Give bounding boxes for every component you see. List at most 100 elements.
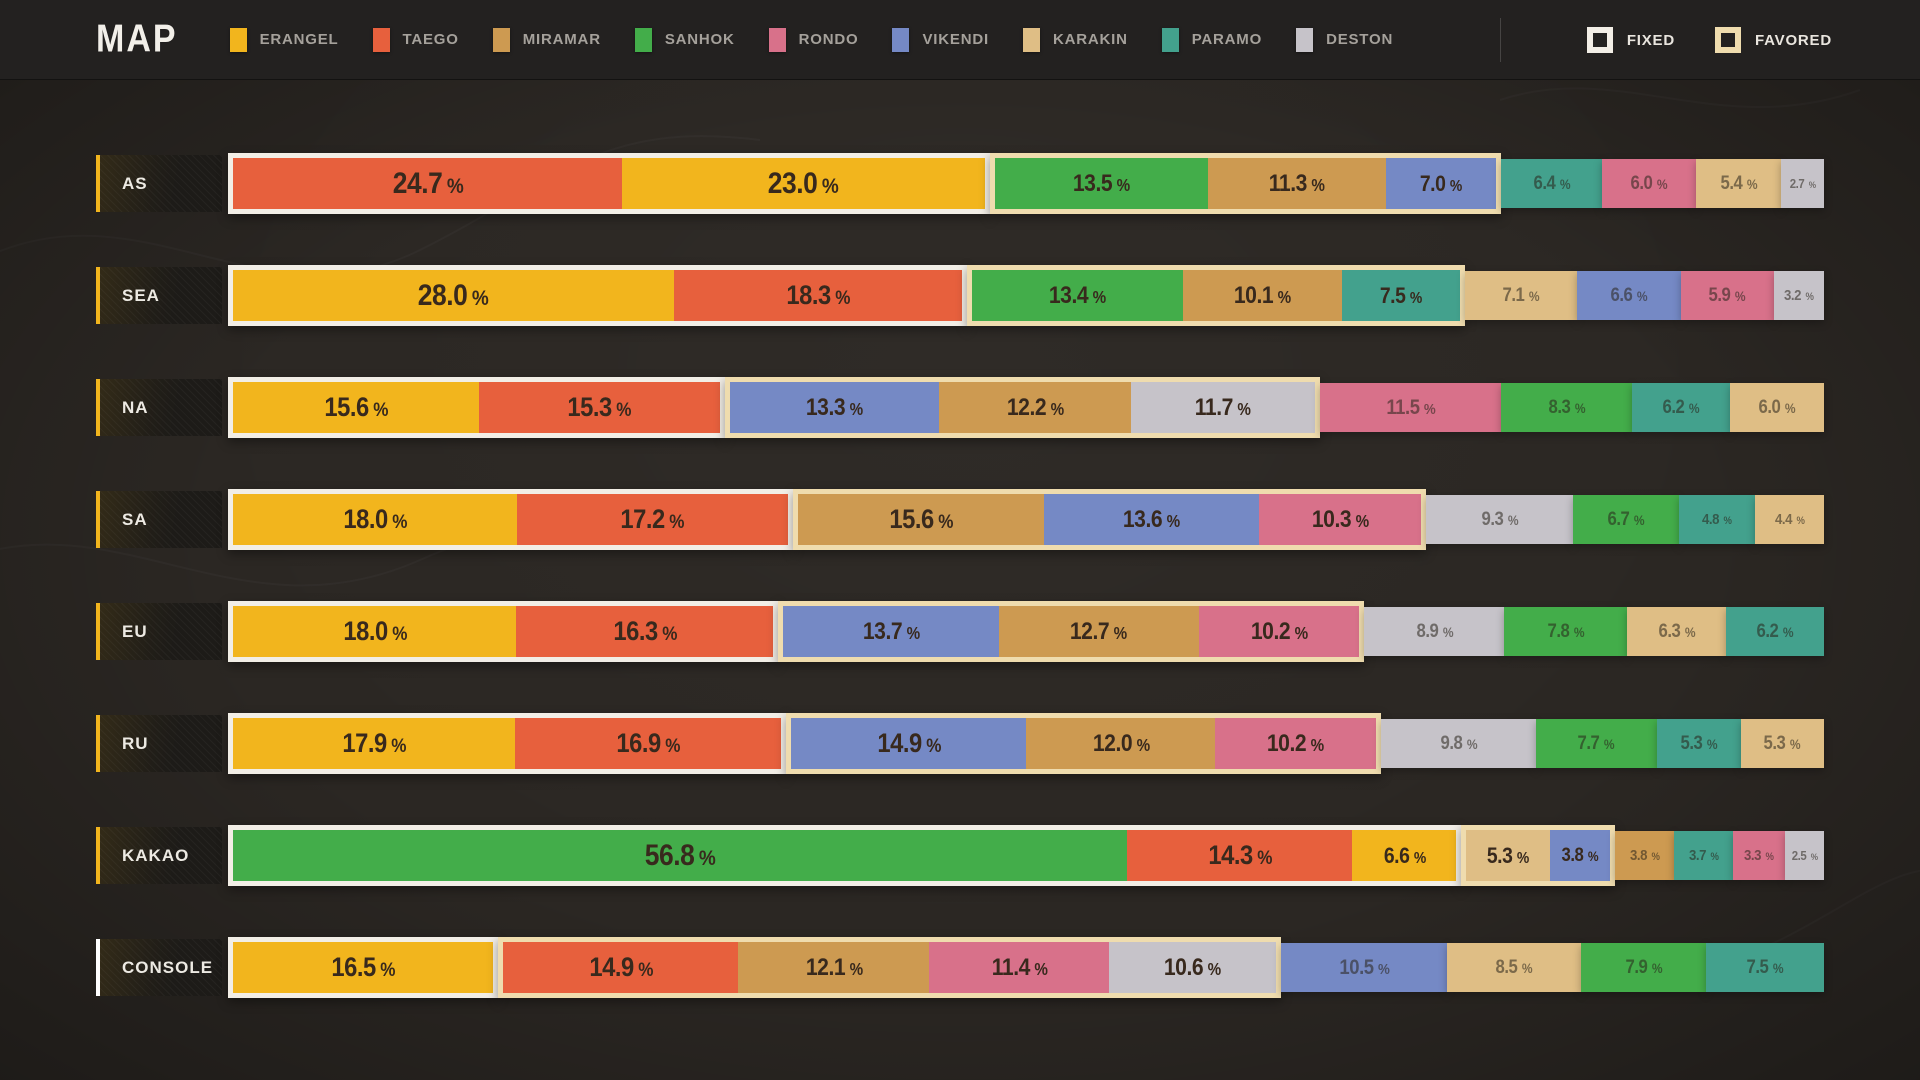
- region-row-ru: RU 17.9% 16.9% 14.9% 12.0% 10.2% 9.8% 7.7% 5.3% 5…: [96, 713, 1825, 774]
- segment-sanhok: 13.5%: [994, 158, 1208, 209]
- fixed-group: 28.0% 18.3%: [228, 265, 967, 326]
- legend-swatch-miramar: [492, 27, 510, 52]
- segment-sanhok: 56.8%: [233, 830, 1128, 881]
- header-bar: MAP ERANGEL TAEGO MIRAMAR SANHOK RONDO VIKEND…: [0, 0, 1920, 80]
- segment-erangel: 18.0%: [233, 606, 517, 657]
- segment-vikendi: 13.7%: [783, 606, 999, 657]
- segment-taego: 14.3%: [1127, 830, 1353, 881]
- segment-value: 11.7%: [1195, 393, 1251, 421]
- legend-label: RONDO: [798, 31, 859, 48]
- region-label-box: KAKAO: [96, 827, 222, 884]
- segment-value: 5.3%: [1763, 732, 1801, 754]
- segment-value: 10.1%: [1234, 281, 1291, 309]
- segment-karakin: 4.4%: [1754, 495, 1824, 544]
- segment-rondo: 10.2%: [1198, 606, 1360, 657]
- region-label: EU: [122, 621, 148, 641]
- region-label-box: RU: [96, 715, 222, 772]
- segment-value: 16.9%: [616, 728, 681, 758]
- segment-paramo: 6.2%: [1726, 607, 1824, 656]
- legend-label: PARAMO: [1191, 31, 1263, 48]
- fixed-group: 17.9% 16.9%: [228, 713, 787, 774]
- segment-karakin: 6.0%: [1729, 383, 1824, 432]
- segment-value: 7.7%: [1577, 732, 1615, 754]
- segment-value: 4.8%: [1702, 511, 1732, 528]
- segment-value: 13.4%: [1049, 281, 1106, 309]
- segment-miramar: 12.1%: [738, 942, 930, 993]
- segment-miramar: 12.0%: [1026, 718, 1216, 769]
- region-row-sa: SA 18.0% 17.2% 15.6% 13.6% 10.3% 9.3% 6.7% 4.8% 4…: [96, 489, 1824, 550]
- segment-value: 5.3%: [1487, 842, 1530, 868]
- segment-taego: 17.2%: [516, 494, 789, 545]
- segment-value: 18.0%: [342, 616, 407, 646]
- legend-label: TAEGO: [402, 31, 459, 48]
- segment-value: 3.2%: [1784, 287, 1814, 304]
- segment-rondo: 10.3%: [1258, 494, 1422, 545]
- segment-vikendi: 7.0%: [1385, 158, 1496, 209]
- region-row-na: NA 15.6% 15.3% 13.3% 12.2% 11.7% 11.5% 8.3% 6.2%…: [96, 377, 1824, 438]
- legend-item-vikendi: VIKENDI: [892, 27, 988, 52]
- segment-value: 12.2%: [1006, 393, 1064, 421]
- segment-deston: 9.3%: [1426, 495, 1574, 544]
- legend-item-paramo: PARAMO: [1161, 27, 1263, 52]
- segment-miramar: 10.1%: [1182, 270, 1342, 321]
- segment-value: 15.6%: [323, 392, 388, 422]
- segment-taego: 16.3%: [516, 606, 774, 657]
- favored-outline-icon: [1715, 27, 1741, 53]
- segment-value: 7.1%: [1502, 284, 1540, 306]
- segment-value: 6.7%: [1607, 508, 1645, 530]
- segment-value: 6.3%: [1658, 620, 1696, 642]
- segment-value: 8.5%: [1495, 956, 1533, 978]
- segment-value: 7.5%: [1746, 956, 1784, 978]
- region-row-eu: EU 18.0% 16.3% 13.7% 12.7% 10.2% 8.9% 7.8% 6.3% 6…: [96, 601, 1824, 662]
- region-label: AS: [122, 173, 148, 193]
- segment-rondo: 6.0%: [1601, 159, 1697, 208]
- segment-sanhok: 13.4%: [971, 270, 1183, 321]
- segment-deston: 10.6%: [1109, 942, 1277, 993]
- map-legend: ERANGEL TAEGO MIRAMAR SANHOK RONDO VIKENDI KAR…: [229, 27, 1394, 52]
- region-row-console: CONSOLE 16.5% 14.9% 12.1% 11.4% 10.6% 10.5% 8.5…: [96, 937, 1824, 998]
- stacked-bar: 28.0% 18.3% 13.4% 10.1% 7.5% 7.1% 6.6% 5.9% 3.2%: [228, 265, 1824, 326]
- segment-value: 10.3%: [1311, 505, 1369, 533]
- favored-group: 5.3% 3.8%: [1461, 825, 1615, 886]
- segment-value: 17.2%: [620, 504, 685, 534]
- segment-value: 12.1%: [805, 953, 863, 981]
- segment-value: 2.5%: [1791, 848, 1818, 863]
- region-label: SEA: [122, 285, 160, 305]
- segment-sanhok: 7.8%: [1504, 607, 1628, 656]
- region-label-box: NA: [96, 379, 222, 436]
- segment-deston: 8.9%: [1364, 607, 1505, 656]
- segment-erangel: 15.6%: [233, 382, 479, 433]
- legend-item-deston: DESTON: [1296, 27, 1393, 52]
- segment-rondo: 10.2%: [1215, 718, 1377, 769]
- segment-value: 28.0%: [418, 278, 489, 312]
- segment-paramo: 7.5%: [1705, 943, 1824, 992]
- legend-swatch-deston: [1296, 27, 1314, 52]
- segment-miramar: 11.3%: [1207, 158, 1386, 209]
- segment-value: 6.6%: [1383, 842, 1426, 868]
- segment-paramo: 3.7%: [1674, 831, 1733, 880]
- segment-deston: 2.7%: [1781, 159, 1824, 208]
- segment-sanhok: 7.9%: [1581, 943, 1706, 992]
- segment-value: 12.7%: [1070, 617, 1128, 645]
- legend-swatch-sanhok: [634, 27, 652, 52]
- region-label: KAKAO: [122, 845, 190, 865]
- favored-group: 13.5% 11.3% 7.0%: [989, 153, 1501, 214]
- segment-karakin: 6.3%: [1627, 607, 1727, 656]
- segment-rondo: 5.9%: [1680, 271, 1774, 320]
- legend-label: KARAKIN: [1052, 31, 1128, 48]
- map-title: MAP: [96, 17, 178, 61]
- segment-value: 11.3%: [1268, 169, 1325, 197]
- segment-value: 5.9%: [1708, 284, 1746, 306]
- region-label-box: EU: [96, 603, 222, 660]
- segment-sanhok: 7.7%: [1535, 719, 1657, 768]
- segment-value: 12.0%: [1092, 729, 1150, 757]
- segment-value: 7.9%: [1625, 956, 1662, 978]
- segment-value: 6.6%: [1610, 284, 1648, 306]
- segment-vikendi: 6.6%: [1576, 271, 1681, 320]
- legend-item-taego: TAEGO: [372, 27, 459, 52]
- region-label: CONSOLE: [122, 957, 214, 977]
- segment-value: 13.3%: [805, 393, 863, 421]
- segment-value: 24.7%: [392, 166, 463, 200]
- segment-vikendi: 13.3%: [729, 382, 939, 433]
- segment-miramar: 15.6%: [798, 494, 1045, 545]
